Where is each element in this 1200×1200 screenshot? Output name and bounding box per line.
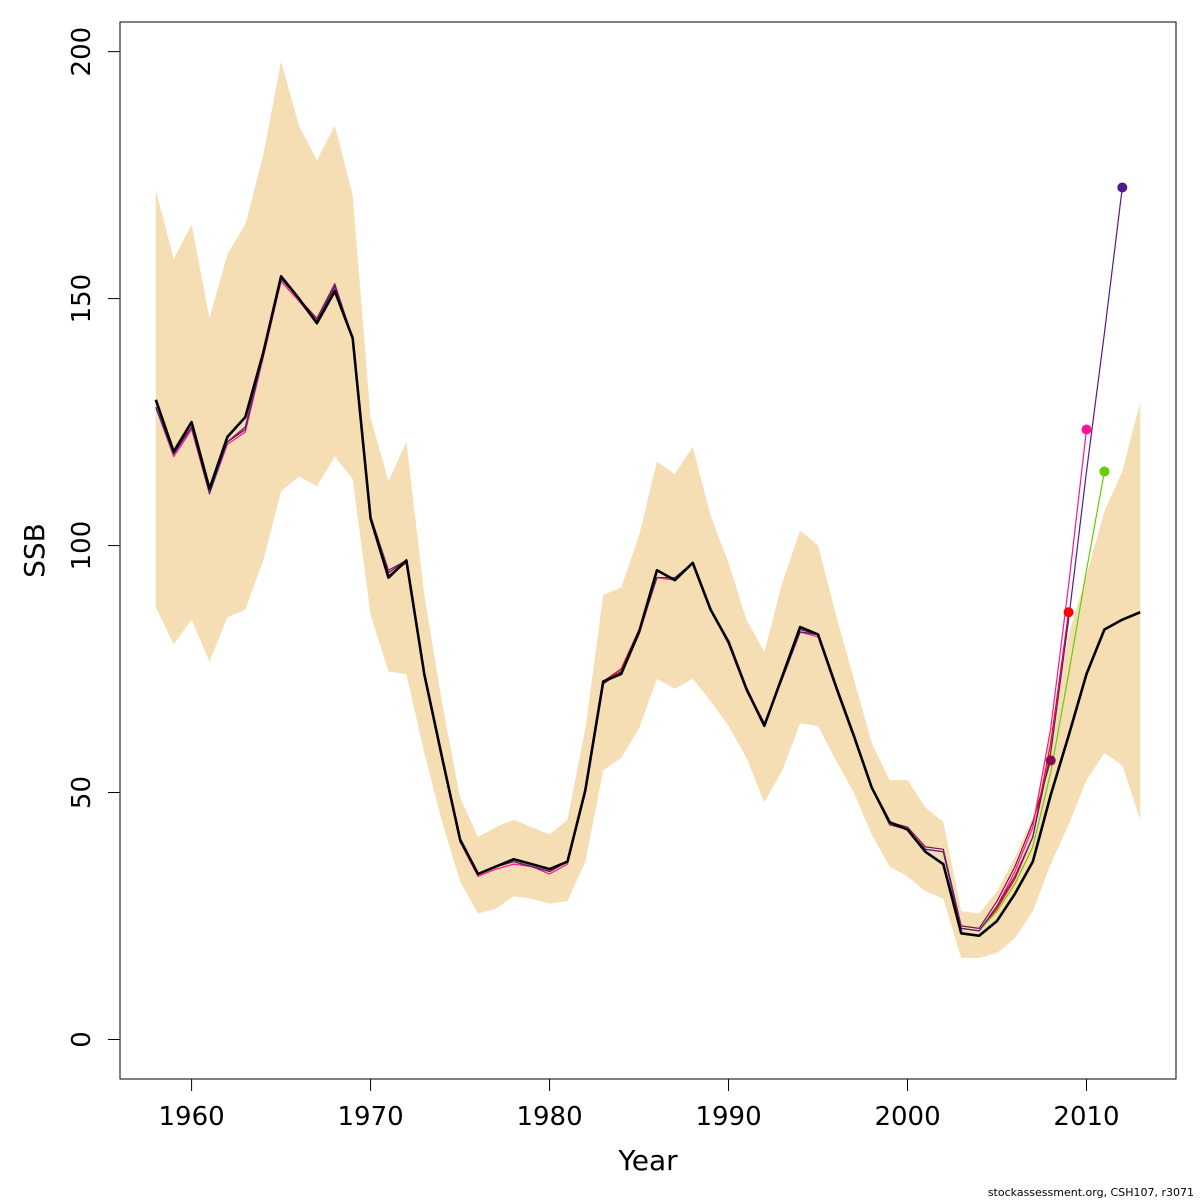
x-tick-label: 2010 xyxy=(1053,1102,1119,1132)
endpoint-marker-2011 xyxy=(1099,466,1110,477)
y-tick-label: 200 xyxy=(67,27,97,77)
x-tick-label: 2000 xyxy=(874,1102,940,1132)
endpoint-marker-2008 xyxy=(1045,755,1056,766)
confidence-band xyxy=(155,61,1141,958)
credit-text: stockassessment.org, CSH107, r3071 xyxy=(988,1186,1194,1199)
endpoint-markers-layer xyxy=(1045,182,1128,766)
x-tick-label: 1970 xyxy=(337,1102,403,1132)
y-tick-label: 150 xyxy=(67,274,97,324)
series-line-main xyxy=(154,275,1141,938)
endpoint-marker-2010 xyxy=(1081,424,1092,435)
y-axis: 0 50 100 150 200 xyxy=(67,27,121,1048)
y-tick-label: 100 xyxy=(67,521,97,571)
x-tick-label: 1980 xyxy=(516,1102,582,1132)
y-tick-label: 50 xyxy=(67,776,97,809)
y-tick-label: 0 xyxy=(67,1031,97,1048)
series-layer xyxy=(154,187,1141,938)
x-tick-label: 1960 xyxy=(159,1102,225,1132)
endpoint-marker-2009 xyxy=(1063,607,1074,618)
confidence-band-layer xyxy=(155,61,1141,958)
x-axis: 1960 1970 1980 1990 2000 2010 xyxy=(159,1078,1120,1132)
x-tick-label: 1990 xyxy=(695,1102,761,1132)
y-axis-label: SSB xyxy=(18,523,51,578)
endpoint-marker-2012 xyxy=(1117,182,1128,193)
x-axis-label: Year xyxy=(617,1144,678,1177)
